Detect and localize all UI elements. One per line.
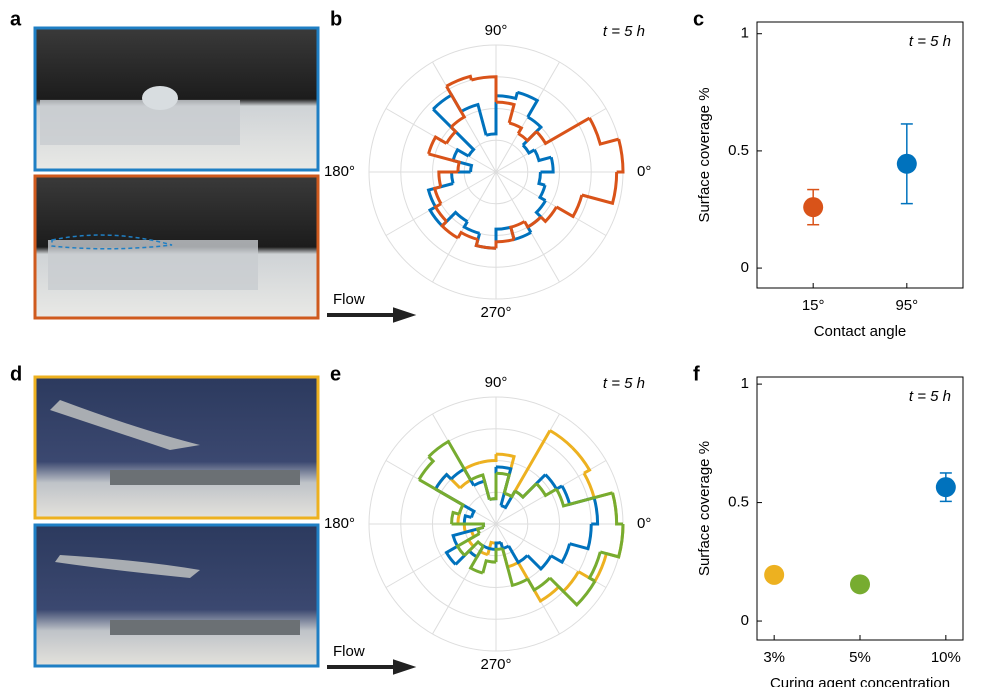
- rose-bin: [452, 172, 471, 184]
- rose-bin: [570, 524, 592, 549]
- rose-bin: [435, 187, 441, 204]
- panel-label: e: [330, 363, 341, 385]
- flow-label: Flow: [333, 291, 365, 308]
- rose-bin: [442, 221, 458, 238]
- annotation: t = 5 h: [603, 375, 645, 392]
- rose-bin: [556, 195, 581, 216]
- y-axis-label: Surface coverage %: [696, 87, 713, 222]
- rose-bin: [527, 555, 551, 568]
- grid-spoke: [433, 524, 497, 634]
- flow-arrow: [327, 662, 410, 672]
- theta-tick-label: 0°: [637, 515, 651, 532]
- theta-tick-label: 90°: [485, 22, 508, 39]
- panel-label: d: [10, 363, 22, 385]
- rose-bin: [452, 524, 484, 527]
- x-axis-label: Curing agent concentration: [770, 675, 950, 687]
- point: [803, 197, 823, 217]
- rose-bin: [446, 86, 464, 127]
- rose-bin: [458, 232, 478, 239]
- theta-tick-label: 270°: [480, 656, 511, 673]
- point: [897, 154, 917, 174]
- y-tick-label: 1: [741, 375, 749, 392]
- photo-d-bottom: [35, 525, 318, 666]
- rose-bin: [471, 77, 496, 102]
- rose-bin: [540, 185, 545, 200]
- rose-bin: [572, 448, 589, 474]
- rose-bin: [496, 102, 514, 123]
- y-tick-label: 0: [741, 612, 749, 629]
- rose-bin: [419, 457, 433, 480]
- rose-bin: [483, 561, 496, 573]
- panel-label: a: [10, 8, 22, 30]
- plot-frame: [757, 22, 963, 288]
- photo-d-top: [35, 377, 318, 518]
- rose-bin: [539, 172, 545, 185]
- rose-bin: [496, 92, 517, 98]
- rose-bin: [464, 463, 479, 469]
- x-tick-label: 15°: [802, 297, 825, 314]
- rose-bin: [525, 217, 541, 227]
- panel-label: b: [330, 8, 342, 30]
- rose-bin: [536, 201, 545, 217]
- rose-bin: [496, 227, 511, 248]
- rose-bin: [528, 578, 550, 590]
- rose-bin: [471, 546, 484, 573]
- x-axis-label: Contact angle: [814, 323, 907, 340]
- x-tick-label: 3%: [763, 649, 785, 666]
- theta-tick-label: 90°: [485, 374, 508, 391]
- rose-bin: [613, 493, 623, 524]
- figure: a b c d e f 0° 90° 180° 270° t = 5 h Flow 0 0.5…: [0, 0, 982, 687]
- panel-label: f: [693, 363, 700, 385]
- photo-a-bottom: [35, 176, 318, 318]
- theta-tick-label: 270°: [480, 304, 511, 321]
- rose-bin: [578, 554, 606, 582]
- rose-bin: [534, 150, 551, 161]
- x-tick-label: 10%: [931, 649, 961, 666]
- x-tick-label: 5%: [849, 649, 871, 666]
- rose-bin: [600, 524, 623, 557]
- point: [936, 477, 956, 497]
- plot-frame: [757, 377, 963, 640]
- rose-bin: [496, 473, 509, 493]
- y-tick-label: 1: [741, 25, 749, 42]
- photo-a-top: [35, 28, 318, 170]
- rose-bin: [447, 127, 456, 143]
- rose-bin: [523, 145, 535, 153]
- rose-bin: [453, 150, 468, 161]
- rose-bin: [489, 473, 496, 499]
- rose-bin: [496, 239, 514, 248]
- rose-bin: [550, 431, 572, 448]
- rose-bin: [591, 498, 597, 524]
- theta-tick-label: 0°: [637, 163, 651, 180]
- y-tick-label: 0: [741, 259, 749, 276]
- panel-label: c: [693, 8, 704, 30]
- rose-bin: [429, 137, 447, 154]
- point: [850, 574, 870, 594]
- point: [764, 565, 784, 585]
- annotation: t = 5 h: [909, 33, 951, 50]
- flow-arrow: [327, 310, 410, 320]
- y-tick-label: 0.5: [728, 494, 749, 511]
- rose-bin: [509, 546, 528, 562]
- rose-bin: [589, 118, 618, 144]
- rose-bin: [464, 221, 479, 233]
- rose-bin: [476, 239, 496, 248]
- rose-bin: [429, 442, 471, 480]
- x-tick-label: 95°: [895, 297, 918, 314]
- rose-bin: [480, 454, 496, 463]
- rose-bin: [551, 544, 570, 562]
- flow-label: Flow: [333, 643, 365, 660]
- rose-bin: [447, 546, 458, 564]
- rose-bin: [461, 105, 486, 136]
- rose-bin: [518, 132, 536, 141]
- theta-tick-label: 180°: [324, 163, 355, 180]
- y-axis-label: Surface coverage %: [696, 441, 713, 576]
- annotation: t = 5 h: [603, 23, 645, 40]
- theta-tick-label: 180°: [324, 515, 355, 532]
- annotation: t = 5 h: [909, 388, 951, 405]
- y-tick-label: 0.5: [728, 142, 749, 159]
- rose-bin: [509, 123, 521, 134]
- rose-bin: [617, 139, 623, 172]
- page: {"panel_labels": ["a", "b", "c", "d", "e…: [0, 0, 982, 692]
